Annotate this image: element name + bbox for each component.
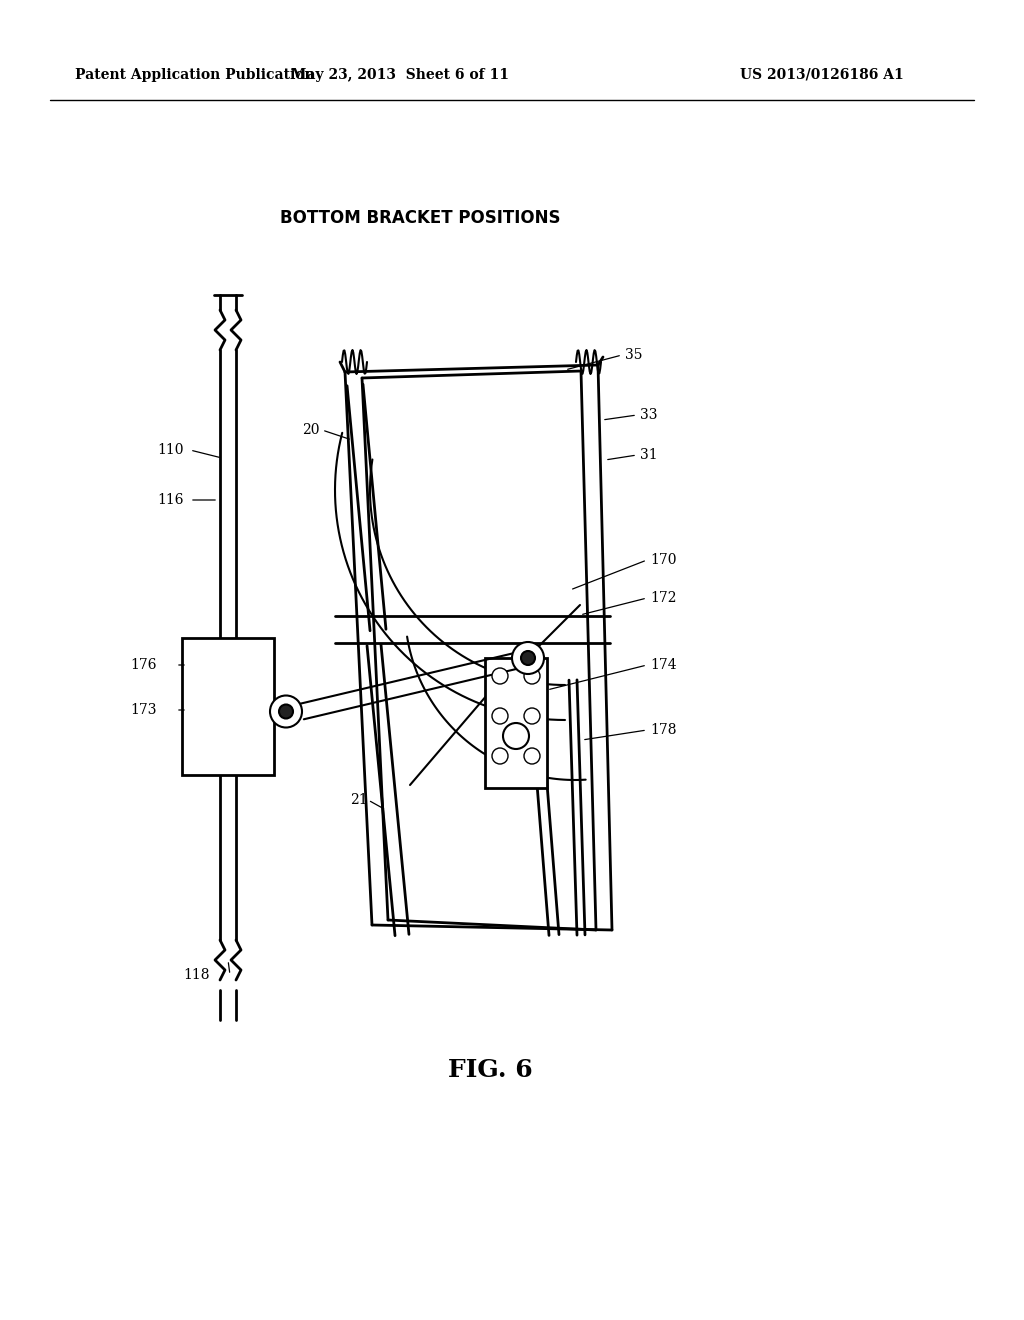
Text: 173: 173	[130, 704, 157, 717]
Text: 178: 178	[650, 723, 677, 737]
Bar	[182, 638, 274, 775]
Text: BOTTOM BRACKET POSITIONS: BOTTOM BRACKET POSITIONS	[280, 209, 560, 227]
Circle shape	[524, 708, 540, 723]
Circle shape	[524, 748, 540, 764]
Text: Patent Application Publication: Patent Application Publication	[75, 69, 314, 82]
Text: 110: 110	[157, 444, 183, 457]
Text: 33: 33	[640, 408, 657, 422]
Text: 35: 35	[625, 348, 642, 362]
Text: May 23, 2013  Sheet 6 of 11: May 23, 2013 Sheet 6 of 11	[291, 69, 509, 82]
Circle shape	[524, 668, 540, 684]
Text: 176: 176	[130, 657, 157, 672]
Text: FIG. 6: FIG. 6	[447, 1059, 532, 1082]
Circle shape	[521, 651, 535, 665]
Text: US 2013/0126186 A1: US 2013/0126186 A1	[740, 69, 904, 82]
Circle shape	[279, 705, 293, 718]
Text: 116: 116	[157, 492, 183, 507]
Circle shape	[503, 723, 529, 748]
Circle shape	[492, 668, 508, 684]
Circle shape	[492, 708, 508, 723]
Text: 172: 172	[650, 591, 677, 605]
Bar	[485, 657, 547, 788]
Text: 118: 118	[183, 968, 210, 982]
Text: 170: 170	[650, 553, 677, 568]
Circle shape	[492, 748, 508, 764]
Circle shape	[270, 696, 302, 727]
Circle shape	[512, 642, 544, 675]
Text: 21: 21	[350, 793, 368, 807]
Text: 20: 20	[302, 422, 319, 437]
Text: 174: 174	[650, 657, 677, 672]
Text: 31: 31	[640, 447, 657, 462]
